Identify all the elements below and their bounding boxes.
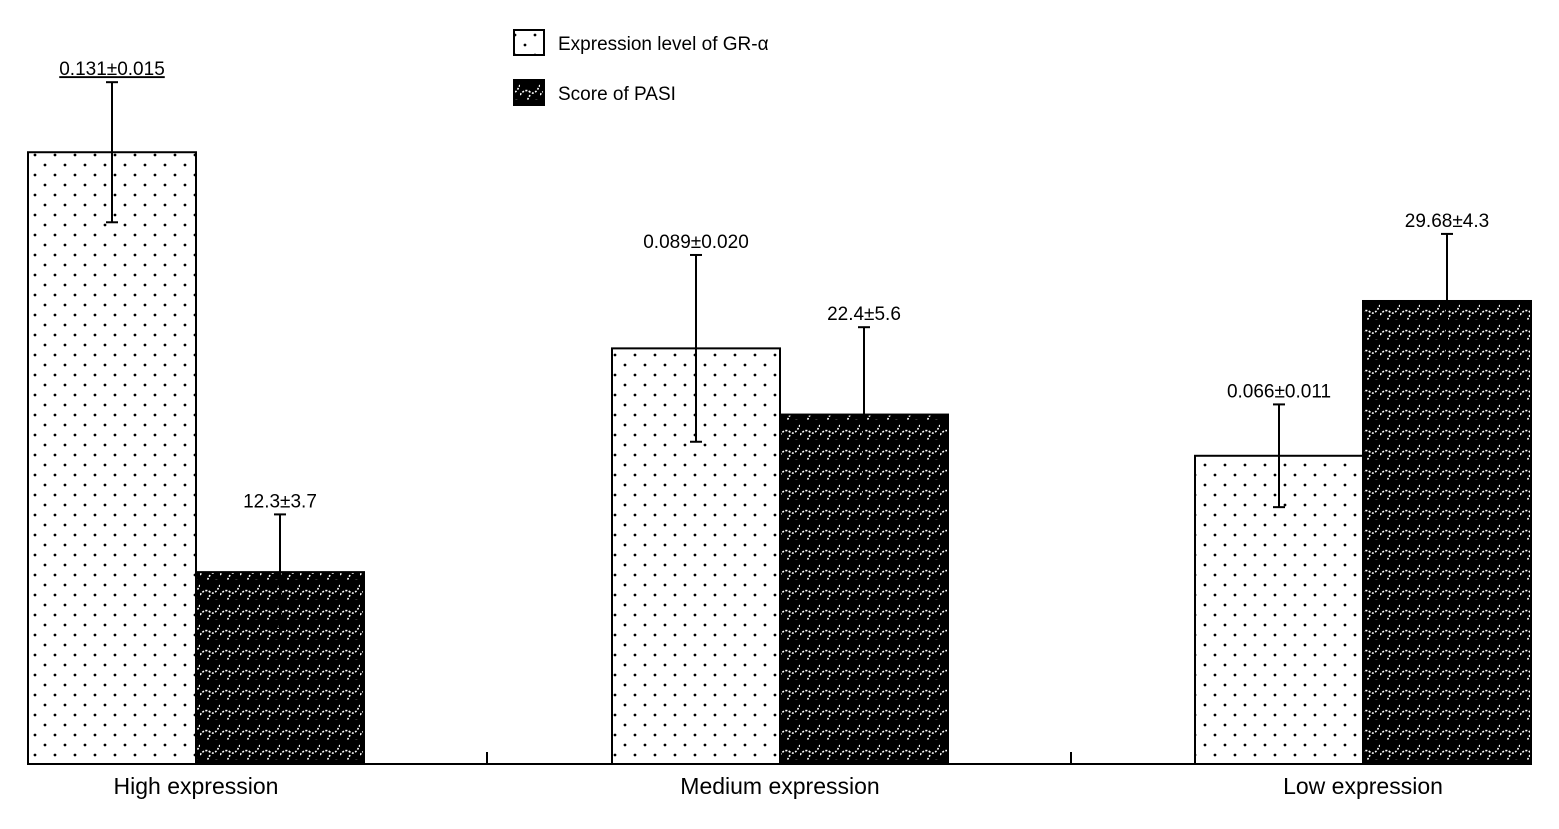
legend-item-gr-alpha: Expression level of GR-α — [513, 29, 769, 56]
bar-gr-alpha-1 — [27, 151, 197, 766]
data-label-gr-alpha-1: 0.131±0.015 — [59, 59, 165, 80]
data-label-gr-alpha-3: 0.066±0.011 — [1227, 381, 1331, 402]
legend-label-pasi: Score of PASI — [558, 84, 676, 105]
data-label-pasi-2: 22.4±5.6 — [827, 304, 901, 325]
x-tick-label-3: Low expression — [1283, 773, 1443, 799]
data-label-pasi-3: 29.68±4.3 — [1405, 211, 1489, 232]
bar-pasi-3 — [1362, 299, 1532, 765]
data-label-pasi-1: 12.3±3.7 — [243, 491, 317, 512]
data-label-gr-alpha-2: 0.089±0.020 — [643, 232, 749, 253]
error-bar-pasi-3 — [1441, 232, 1453, 370]
legend-swatch-dots — [513, 29, 545, 56]
error-bar-gr-alpha-2 — [690, 253, 702, 443]
error-bar-gr-alpha-1 — [106, 81, 118, 224]
error-bar-pasi-1 — [274, 513, 286, 631]
legend-item-pasi: Score of PASI — [513, 79, 676, 106]
x-tick-label-1: High expression — [114, 773, 279, 799]
error-bar-pasi-2 — [858, 326, 870, 503]
legend-label-gr-alpha: Expression level of GR-α — [558, 34, 769, 55]
legend-swatch-hatch — [513, 79, 545, 106]
legend: Expression level of GR-α Score of PASI — [513, 29, 769, 106]
x-tick-label-2: Medium expression — [680, 773, 879, 799]
error-bar-gr-alpha-3 — [1273, 403, 1285, 509]
